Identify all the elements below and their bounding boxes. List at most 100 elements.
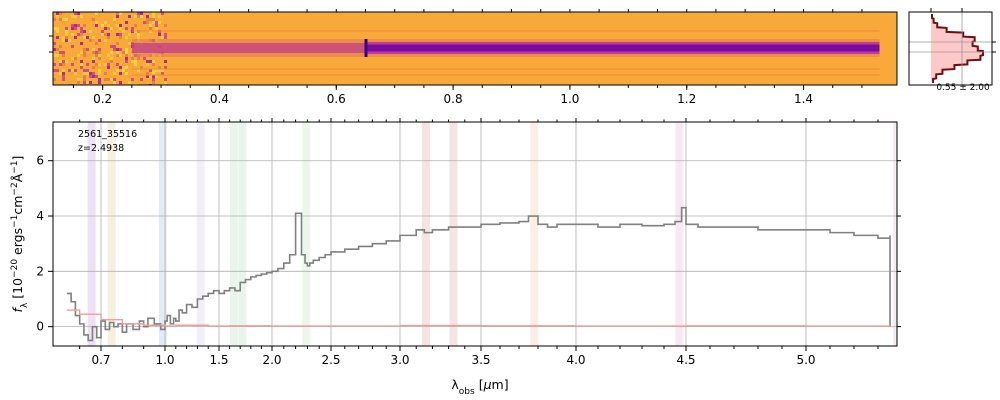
noise-pixel [164,33,167,36]
emission-line-band [158,122,167,346]
emission-line-band [107,122,116,346]
flux-line [66,206,891,342]
trace-faint [131,43,366,53]
noise-pixel [122,15,125,18]
noise-pixel [113,18,116,21]
noise-pixel [122,66,125,69]
trace-emission-spot [364,39,368,57]
noise-pixel [116,15,119,18]
noise-pixel [98,15,101,18]
noise-pixel [149,24,152,27]
noise-pixel [116,12,119,15]
x-tick-label-2d: 1.4 [794,92,813,106]
noise-pixel [83,72,86,75]
noise-pixel [62,18,65,21]
noise-pixel [56,12,59,15]
noise-pixel [140,24,143,27]
noise-pixel [116,24,119,27]
noise-pixel [140,12,143,15]
x-tick-label-2d: 1.2 [677,92,696,106]
row-stripe [131,74,880,76]
noise-pixel [92,66,95,69]
noise-pixel [164,36,167,39]
noise-pixel [53,63,56,66]
noise-pixel [53,36,56,39]
y-axis-label: fλ [10−20 ergs−1cm−2Å−1] [10,156,30,313]
noise-pixel [143,21,146,24]
noise-pixel [122,51,125,54]
noise-pixel [110,42,113,45]
noise-pixel [119,24,122,27]
noise-pixel [80,66,83,69]
noise-pixel [134,63,137,66]
emission-line-band [675,122,684,346]
emission-line-band [229,122,238,346]
noise-pixel [83,51,86,54]
noise-pixel [125,72,128,75]
x-tick-label: 4.0 [566,353,585,367]
noise-pixel [95,48,98,51]
noise-pixel [74,72,77,75]
noise-pixel [119,48,122,51]
profile-annotation: 0.55 ± 2.00 [936,83,990,93]
x-tick-label-2d: 0.6 [327,92,346,106]
noise-pixel [77,54,80,57]
noise-pixel [86,72,89,75]
noise-pixel [107,60,110,63]
noise-pixel [107,78,110,81]
noise-pixel [86,60,89,63]
noise-pixel [62,51,65,54]
noise-pixel [152,78,155,81]
noise-pixel [149,75,152,78]
noise-pixel [158,66,161,69]
noise-pixel [89,18,92,21]
noise-pixel [131,27,134,30]
noise-pixel [80,30,83,33]
noise-pixel [110,51,113,54]
emission-line-band [302,122,311,346]
noise-pixel [113,66,116,69]
x-tick-label-2d: 1.0 [560,92,579,106]
noise-pixel [80,78,83,81]
noise-pixel [146,21,149,24]
x-tick-label: 3.0 [390,353,409,367]
noise-pixel [146,72,149,75]
noise-pixel [92,18,95,21]
noise-pixel [98,51,101,54]
noise-pixel [62,12,65,15]
noise-pixel [59,45,62,48]
noise-pixel [107,54,110,57]
object-id-label: 2561_35516 [78,129,137,140]
noise-pixel [104,78,107,81]
noise-pixel [119,54,122,57]
noise-pixel [95,24,98,27]
noise-pixel [65,18,68,21]
noise-pixel [95,66,98,69]
noise-pixel [107,33,110,36]
noise-pixel [152,75,155,78]
noise-pixel [74,30,77,33]
emission-line-band [196,122,205,346]
noise-pixel [92,72,95,75]
noise-pixel [71,63,74,66]
noise-pixel [116,51,119,54]
x-tick-label: 3.5 [471,353,490,367]
noise-pixel [113,21,116,24]
noise-pixel [149,12,152,15]
noise-pixel [80,42,83,45]
error-line [66,309,891,327]
noise-pixel [74,36,77,39]
noise-pixel [113,72,116,75]
noise-pixel [86,63,89,66]
noise-pixel [125,57,128,60]
noise-pixel [53,69,56,72]
noise-pixel [92,48,95,51]
noise-pixel [53,45,56,48]
noise-pixel [65,39,68,42]
noise-pixel [125,69,128,72]
noise-pixel [86,54,89,57]
noise-pixel [116,63,119,66]
noise-pixel [80,27,83,30]
noise-pixel [101,33,104,36]
noise-pixel [134,60,137,63]
